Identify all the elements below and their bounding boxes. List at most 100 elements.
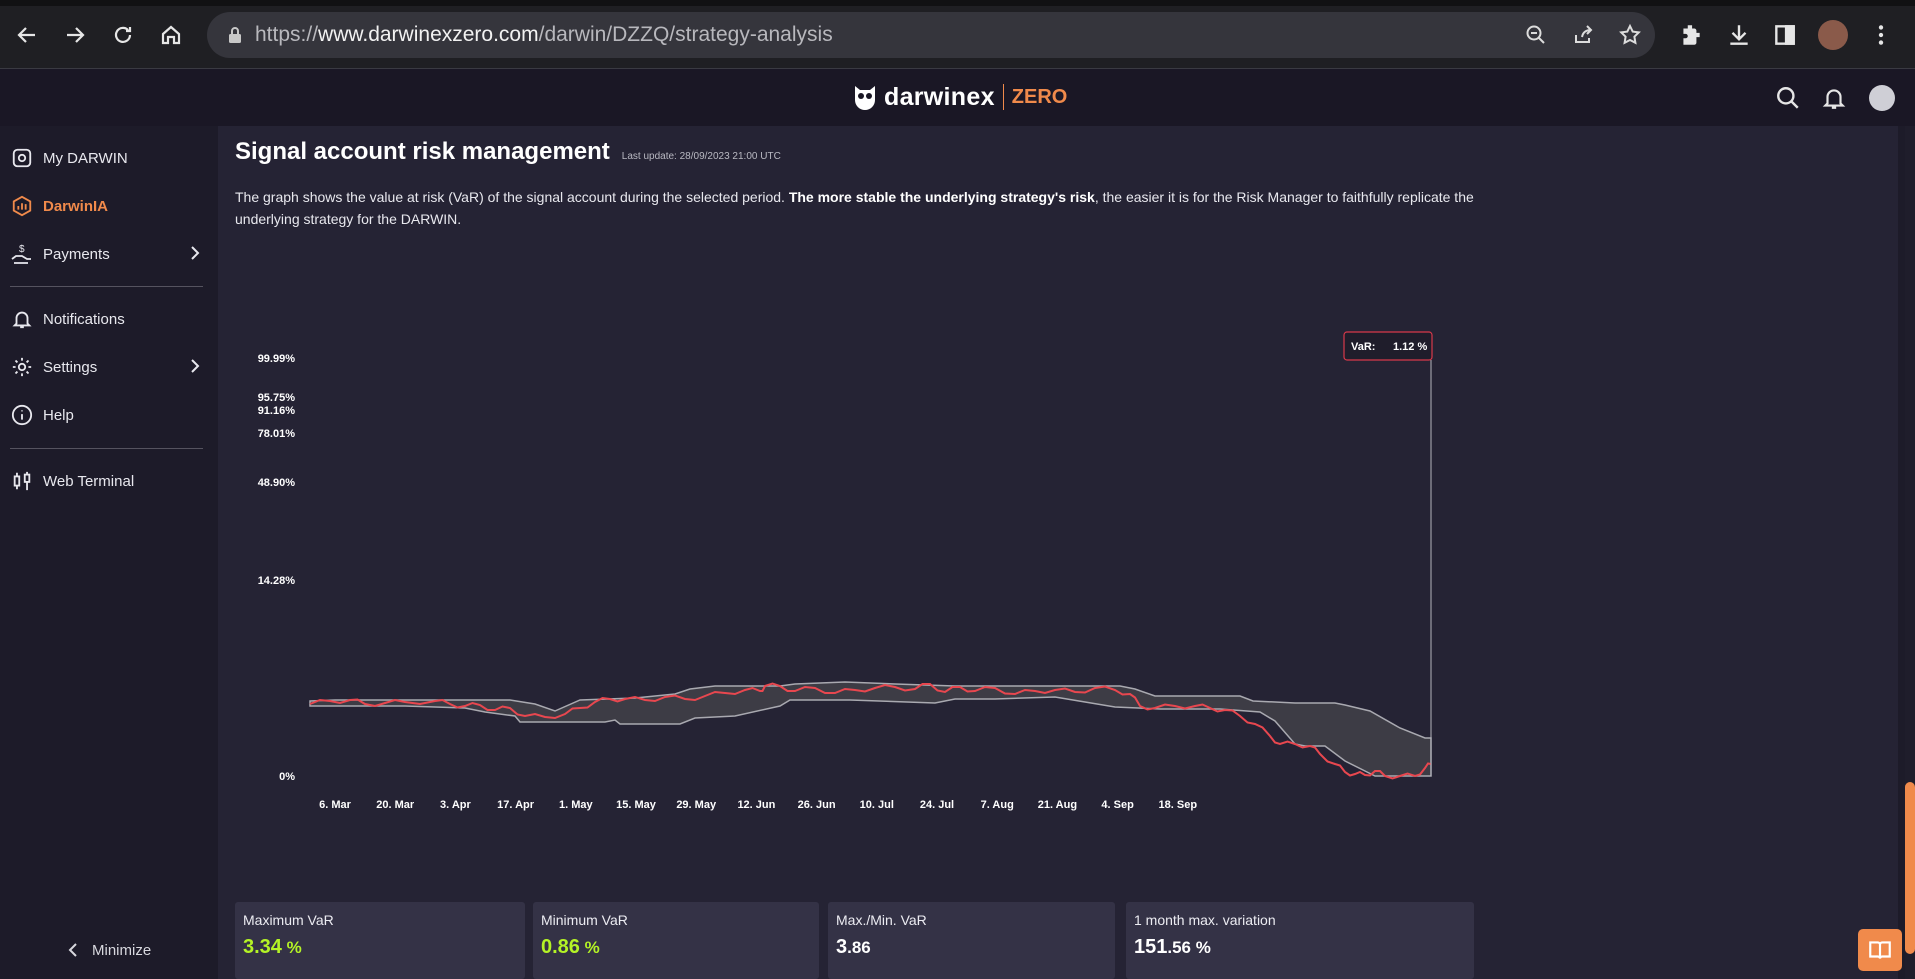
- side-panel-icon[interactable]: [1772, 22, 1798, 48]
- extensions-icon[interactable]: [1678, 22, 1704, 48]
- brand-suffix: ZERO: [1011, 85, 1068, 108]
- sidebar-item-darwinia[interactable]: DarwinIA: [10, 191, 205, 221]
- candlestick-icon: [10, 469, 34, 493]
- tooltip-label: VaR:: [1351, 341, 1375, 353]
- profile-avatar[interactable]: [1818, 20, 1848, 50]
- stat-label: Maximum VaR: [243, 912, 334, 928]
- browser-menu-icon[interactable]: [1868, 22, 1894, 48]
- search-icon[interactable]: [1775, 85, 1801, 111]
- back-icon[interactable]: [12, 20, 42, 50]
- last-update-text: Last update: 28/09/2023 21:00 UTC: [621, 151, 781, 162]
- sidebar-item-payments[interactable]: $ Payments: [10, 239, 205, 269]
- x-tick-label: 15. May: [616, 799, 657, 811]
- share-icon[interactable]: [1571, 23, 1595, 47]
- stat-value: 3.34 %: [243, 936, 302, 959]
- bell-icon[interactable]: [1821, 85, 1847, 111]
- y-tick-label: 99.99%: [258, 353, 296, 365]
- stat-value-unit: %: [579, 938, 600, 957]
- gear-icon: [10, 355, 34, 379]
- stat-value-main: 3: [836, 936, 848, 958]
- main-content: Signal account risk management Last upda…: [218, 126, 1898, 979]
- y-tick-label: 78.01%: [258, 428, 296, 440]
- x-tick-label: 6. Mar: [319, 799, 352, 811]
- stat-card-maximum-var: Maximum VaR 3.34 %: [235, 902, 525, 979]
- sidebar-item-label: Web Terminal: [43, 472, 135, 490]
- sidebar-item-notifications[interactable]: Notifications: [10, 304, 205, 334]
- sidebar-divider: [10, 448, 203, 449]
- bell-icon: [10, 307, 34, 331]
- user-avatar[interactable]: [1869, 85, 1895, 111]
- x-tick-label: 3. Apr: [440, 799, 471, 811]
- url-prefix: https://: [255, 23, 319, 46]
- address-bar[interactable]: https://www.darwinexzero.com/darwin/DZZQ…: [207, 12, 1655, 58]
- sidebar-item-settings[interactable]: Settings: [10, 352, 205, 382]
- stat-value-main: 3.34: [243, 936, 282, 958]
- url-text[interactable]: https://www.darwinexzero.com/darwin/DZZQ…: [255, 23, 833, 47]
- zoom-out-icon[interactable]: [1524, 23, 1548, 47]
- chevron-right-icon: [191, 246, 200, 260]
- payments-icon: $: [10, 242, 34, 266]
- sidebar-item-label: DarwinIA: [43, 197, 109, 215]
- reload-icon[interactable]: [108, 20, 138, 50]
- var-chart[interactable]: 99.99% 95.75%91.16% 78.01% 48.90% 14.28% 0% 6…: [235, 276, 1455, 836]
- book-icon: [1869, 941, 1891, 959]
- x-tick-label: 20. Mar: [376, 799, 415, 811]
- brand-name: darwinex: [884, 82, 995, 111]
- app-header: darwinex ZERO: [0, 69, 1915, 126]
- browser-toolbar: https://www.darwinexzero.com/darwin/DZZQ…: [0, 0, 1915, 69]
- stat-label: Minimum VaR: [541, 912, 628, 928]
- my-darwin-icon: [10, 146, 34, 170]
- tab-strip: [0, 0, 1915, 6]
- stat-value: 151.56 %: [1134, 936, 1211, 959]
- y-tick-label: 14.28%: [258, 575, 296, 587]
- x-tick-label: 17. Apr: [497, 799, 535, 811]
- page-title: Signal account risk management: [235, 138, 610, 165]
- tooltip-box: [1343, 331, 1433, 361]
- sidebar-item-label: My DARWIN: [43, 149, 128, 167]
- stat-value: 0.86 %: [541, 936, 600, 959]
- desc-text-2: , the easier it is for the Risk Manager …: [235, 189, 1474, 227]
- forward-icon[interactable]: [60, 20, 90, 50]
- info-icon: [10, 403, 34, 427]
- sidebar-item-help[interactable]: Help: [10, 400, 205, 430]
- chevron-right-icon: [191, 359, 200, 373]
- url-domain: www.darwinexzero.com: [318, 23, 539, 46]
- y-tick-label: 0%: [279, 771, 295, 783]
- sidebar-divider: [10, 286, 203, 287]
- stat-value-unit: %: [281, 938, 302, 957]
- x-tick-label: 10. Jul: [860, 799, 894, 811]
- home-icon[interactable]: [156, 20, 186, 50]
- sidebar-item-label: Payments: [43, 245, 110, 263]
- darwinia-icon: [10, 194, 34, 218]
- x-tick-label: 18. Sep: [1159, 799, 1198, 811]
- guide-book-button[interactable]: [1858, 929, 1902, 971]
- minimize-sidebar-button[interactable]: Minimize: [64, 941, 151, 959]
- sidebar-item-web-terminal[interactable]: Web Terminal: [10, 466, 205, 496]
- stat-label: 1 month max. variation: [1134, 912, 1276, 928]
- x-tick-label: 1. May: [559, 799, 594, 811]
- stat-value: 3.86: [836, 936, 871, 959]
- desc-text-1: The graph shows the value at risk (VaR) …: [235, 189, 789, 205]
- tooltip-value: 1.12 %: [1393, 341, 1427, 353]
- y-tick-label: 91.16%: [258, 405, 296, 417]
- x-tick-label: 7. Aug: [981, 799, 1014, 811]
- y-axis: 99.99% 95.75%91.16% 78.01% 48.90% 14.28% 0%: [258, 353, 296, 783]
- page-scrollbar[interactable]: [1905, 126, 1915, 979]
- download-icon[interactable]: [1726, 22, 1752, 48]
- x-tick-label: 21. Aug: [1038, 799, 1077, 811]
- logo-separator: [1002, 84, 1004, 110]
- sidebar: My DARWIN DarwinIA $ Payments Notificati…: [0, 126, 218, 979]
- scrollbar-thumb[interactable]: [1905, 782, 1915, 954]
- stat-card-month-variation: 1 month max. variation 151.56 %: [1126, 902, 1474, 979]
- bookmark-star-icon[interactable]: [1618, 23, 1642, 47]
- var-tooltip: VaR: 1.12 %: [1343, 331, 1433, 361]
- darwinex-logo[interactable]: darwinex ZERO: [852, 81, 1067, 113]
- minimize-label: Minimize: [92, 941, 152, 959]
- section-header: Signal account risk management Last upda…: [235, 138, 781, 166]
- sidebar-item-my-darwin[interactable]: My DARWIN: [10, 143, 205, 173]
- stat-card-minimum-var: Minimum VaR 0.86 %: [533, 902, 819, 979]
- stat-value-main: 151: [1134, 936, 1168, 958]
- chevron-left-icon: [68, 943, 77, 957]
- stat-value-unit: .56 %: [1167, 938, 1211, 957]
- sidebar-item-label: Settings: [43, 358, 98, 376]
